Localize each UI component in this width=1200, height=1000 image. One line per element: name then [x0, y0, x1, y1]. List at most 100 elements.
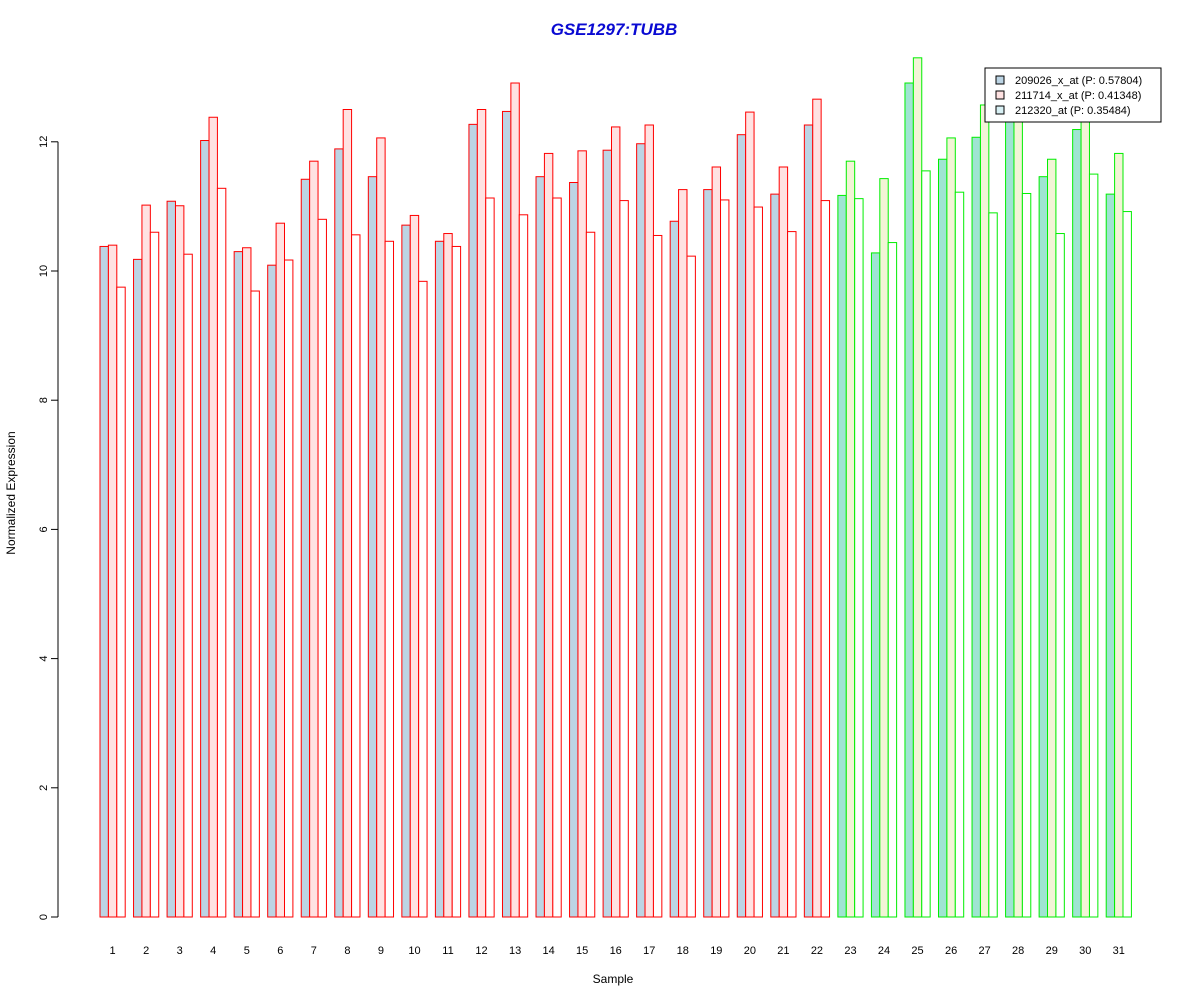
bar-sample-17-series-1 [636, 143, 646, 918]
x-axis-label: Sample [593, 972, 634, 986]
bar-sample-24-series-3 [887, 242, 898, 918]
x-tick-label: 28 [1012, 945, 1024, 957]
y-tick-label: 4 [38, 656, 50, 662]
bar-sample-12-series-3 [485, 197, 495, 918]
bar-sample-7-series-1 [300, 178, 311, 918]
bar-sample-4-series-2 [208, 116, 218, 918]
bar-sample-22-series-2 [812, 98, 822, 918]
legend-swatch-1 [995, 75, 1005, 85]
x-tick-label: 31 [1113, 945, 1125, 957]
x-tick-labels: 1 2 3 4 5 6 7 8 9 10 11 12 13 14 15 16 17 18 19 20 21 22 23 24 2… [110, 945, 1125, 957]
x-tick-label: 16 [610, 945, 622, 957]
bar-sample-13-series-1 [501, 110, 512, 918]
chart-title: GSE1297:TUBB [550, 20, 678, 39]
bar-sample-8-series-2 [342, 109, 353, 918]
bar-sample-26-series-1 [938, 158, 948, 918]
x-tick-label: 17 [643, 945, 655, 957]
x-tick-label: 18 [677, 945, 689, 957]
bar-sample-12-series-1 [468, 123, 478, 918]
bar-sample-20-series-2 [745, 111, 755, 918]
bar-sample-27-series-3 [988, 212, 998, 918]
bar-sample-15-series-3 [585, 231, 596, 918]
y-tick-label: 12 [38, 136, 50, 148]
x-tick-label: 24 [878, 945, 890, 957]
bar-sample-31-series-2 [1114, 152, 1124, 918]
bar-sample-10-series-3 [418, 280, 428, 918]
legend-swatch-3 [995, 105, 1005, 115]
bar-sample-28-series-1 [1005, 112, 1015, 918]
bar-sample-26-series-2 [946, 137, 956, 918]
bar-sample-26-series-3 [954, 191, 965, 918]
bar-sample-14-series-3 [552, 197, 562, 918]
legend-entry-3: 212320_at (P: 0.35484) [1015, 105, 1131, 117]
bar-sample-18-series-1 [669, 220, 680, 918]
bar-sample-21-series-1 [770, 193, 780, 918]
bar-sample-6-series-2 [275, 222, 286, 918]
bar-sample-25-series-3 [921, 170, 931, 918]
bar-sample-4-series-1 [200, 140, 210, 918]
x-tick-label: 26 [945, 945, 957, 957]
x-tick-label: 9 [378, 945, 384, 957]
y-tick-label: 8 [38, 397, 50, 403]
bar-sample-4-series-3 [216, 187, 227, 918]
x-tick-label: 27 [979, 945, 991, 957]
x-tick-label: 22 [811, 945, 823, 957]
bar-sample-10-series-1 [401, 224, 411, 918]
x-tick-label: 20 [744, 945, 756, 957]
bar-sample-13-series-2 [510, 82, 520, 918]
y-tick-label: 6 [38, 526, 50, 532]
x-tick-label: 13 [509, 945, 521, 957]
bar-sample-13-series-3 [518, 214, 529, 918]
bar-sample-18-series-3 [686, 255, 696, 918]
x-tick-label: 23 [844, 945, 856, 957]
bar-sample-20-series-3 [753, 206, 763, 918]
x-tick-label: 10 [408, 945, 420, 957]
legend-swatch-2 [995, 90, 1005, 100]
bar-sample-3-series-3 [183, 253, 193, 918]
bar-sample-1-series-2 [107, 244, 118, 918]
bar-sample-23-series-2 [845, 160, 856, 918]
y-tick-label: 10 [38, 265, 50, 277]
bar-sample-8-series-3 [351, 234, 361, 918]
legend: 209026_x_at (P: 0.57804) 211714_x_at (P: … [984, 67, 1162, 123]
bar-sample-7-series-3 [317, 218, 327, 918]
bar-sample-24-series-1 [870, 252, 881, 918]
bar-sample-12-series-2 [476, 109, 487, 918]
x-tick-label: 11 [442, 945, 453, 957]
bar-sample-7-series-2 [309, 160, 319, 918]
bar-sample-29-series-1 [1038, 176, 1049, 918]
legend-box [984, 67, 1162, 123]
bar-sample-9-series-2 [376, 137, 386, 918]
x-tick-label: 25 [911, 945, 923, 957]
legend-entry-1: 209026_x_at (P: 0.57804) [1015, 75, 1142, 87]
bar-sample-8-series-1 [334, 148, 344, 918]
x-tick-label: 7 [311, 945, 317, 957]
x-tick-label: 2 [143, 945, 149, 957]
bar-sample-6-series-3 [284, 259, 294, 918]
bar-sample-17-series-2 [644, 124, 654, 918]
bar-sample-19-series-1 [703, 189, 713, 918]
bar-sample-16-series-1 [602, 149, 612, 918]
bar-sample-14-series-1 [535, 176, 545, 918]
bar-sample-15-series-2 [577, 150, 587, 918]
bar-sample-31-series-1 [1105, 193, 1116, 918]
y-axis: 0 2 4 6 8 10 12 [38, 136, 59, 920]
bar-sample-5-series-3 [250, 290, 260, 918]
bars-group [99, 57, 1132, 918]
bar-sample-15-series-1 [569, 181, 579, 918]
bar-sample-29-series-3 [1055, 233, 1065, 918]
legend-entry-2: 211714_x_at (P: 0.41348) [1015, 90, 1141, 102]
bar-sample-5-series-1 [233, 251, 244, 918]
x-tick-label: 19 [710, 945, 722, 957]
bar-sample-6-series-1 [267, 264, 277, 918]
bar-sample-23-series-1 [837, 194, 847, 918]
y-tick-label: 2 [38, 785, 50, 791]
bar-sample-11-series-2 [443, 233, 453, 918]
bar-sample-11-series-1 [434, 240, 445, 918]
bar-sample-27-series-2 [979, 104, 990, 918]
bar-sample-25-series-2 [912, 57, 923, 918]
bar-sample-17-series-3 [652, 234, 663, 918]
bar-sample-9-series-1 [367, 176, 378, 918]
x-tick-label: 30 [1079, 945, 1091, 957]
